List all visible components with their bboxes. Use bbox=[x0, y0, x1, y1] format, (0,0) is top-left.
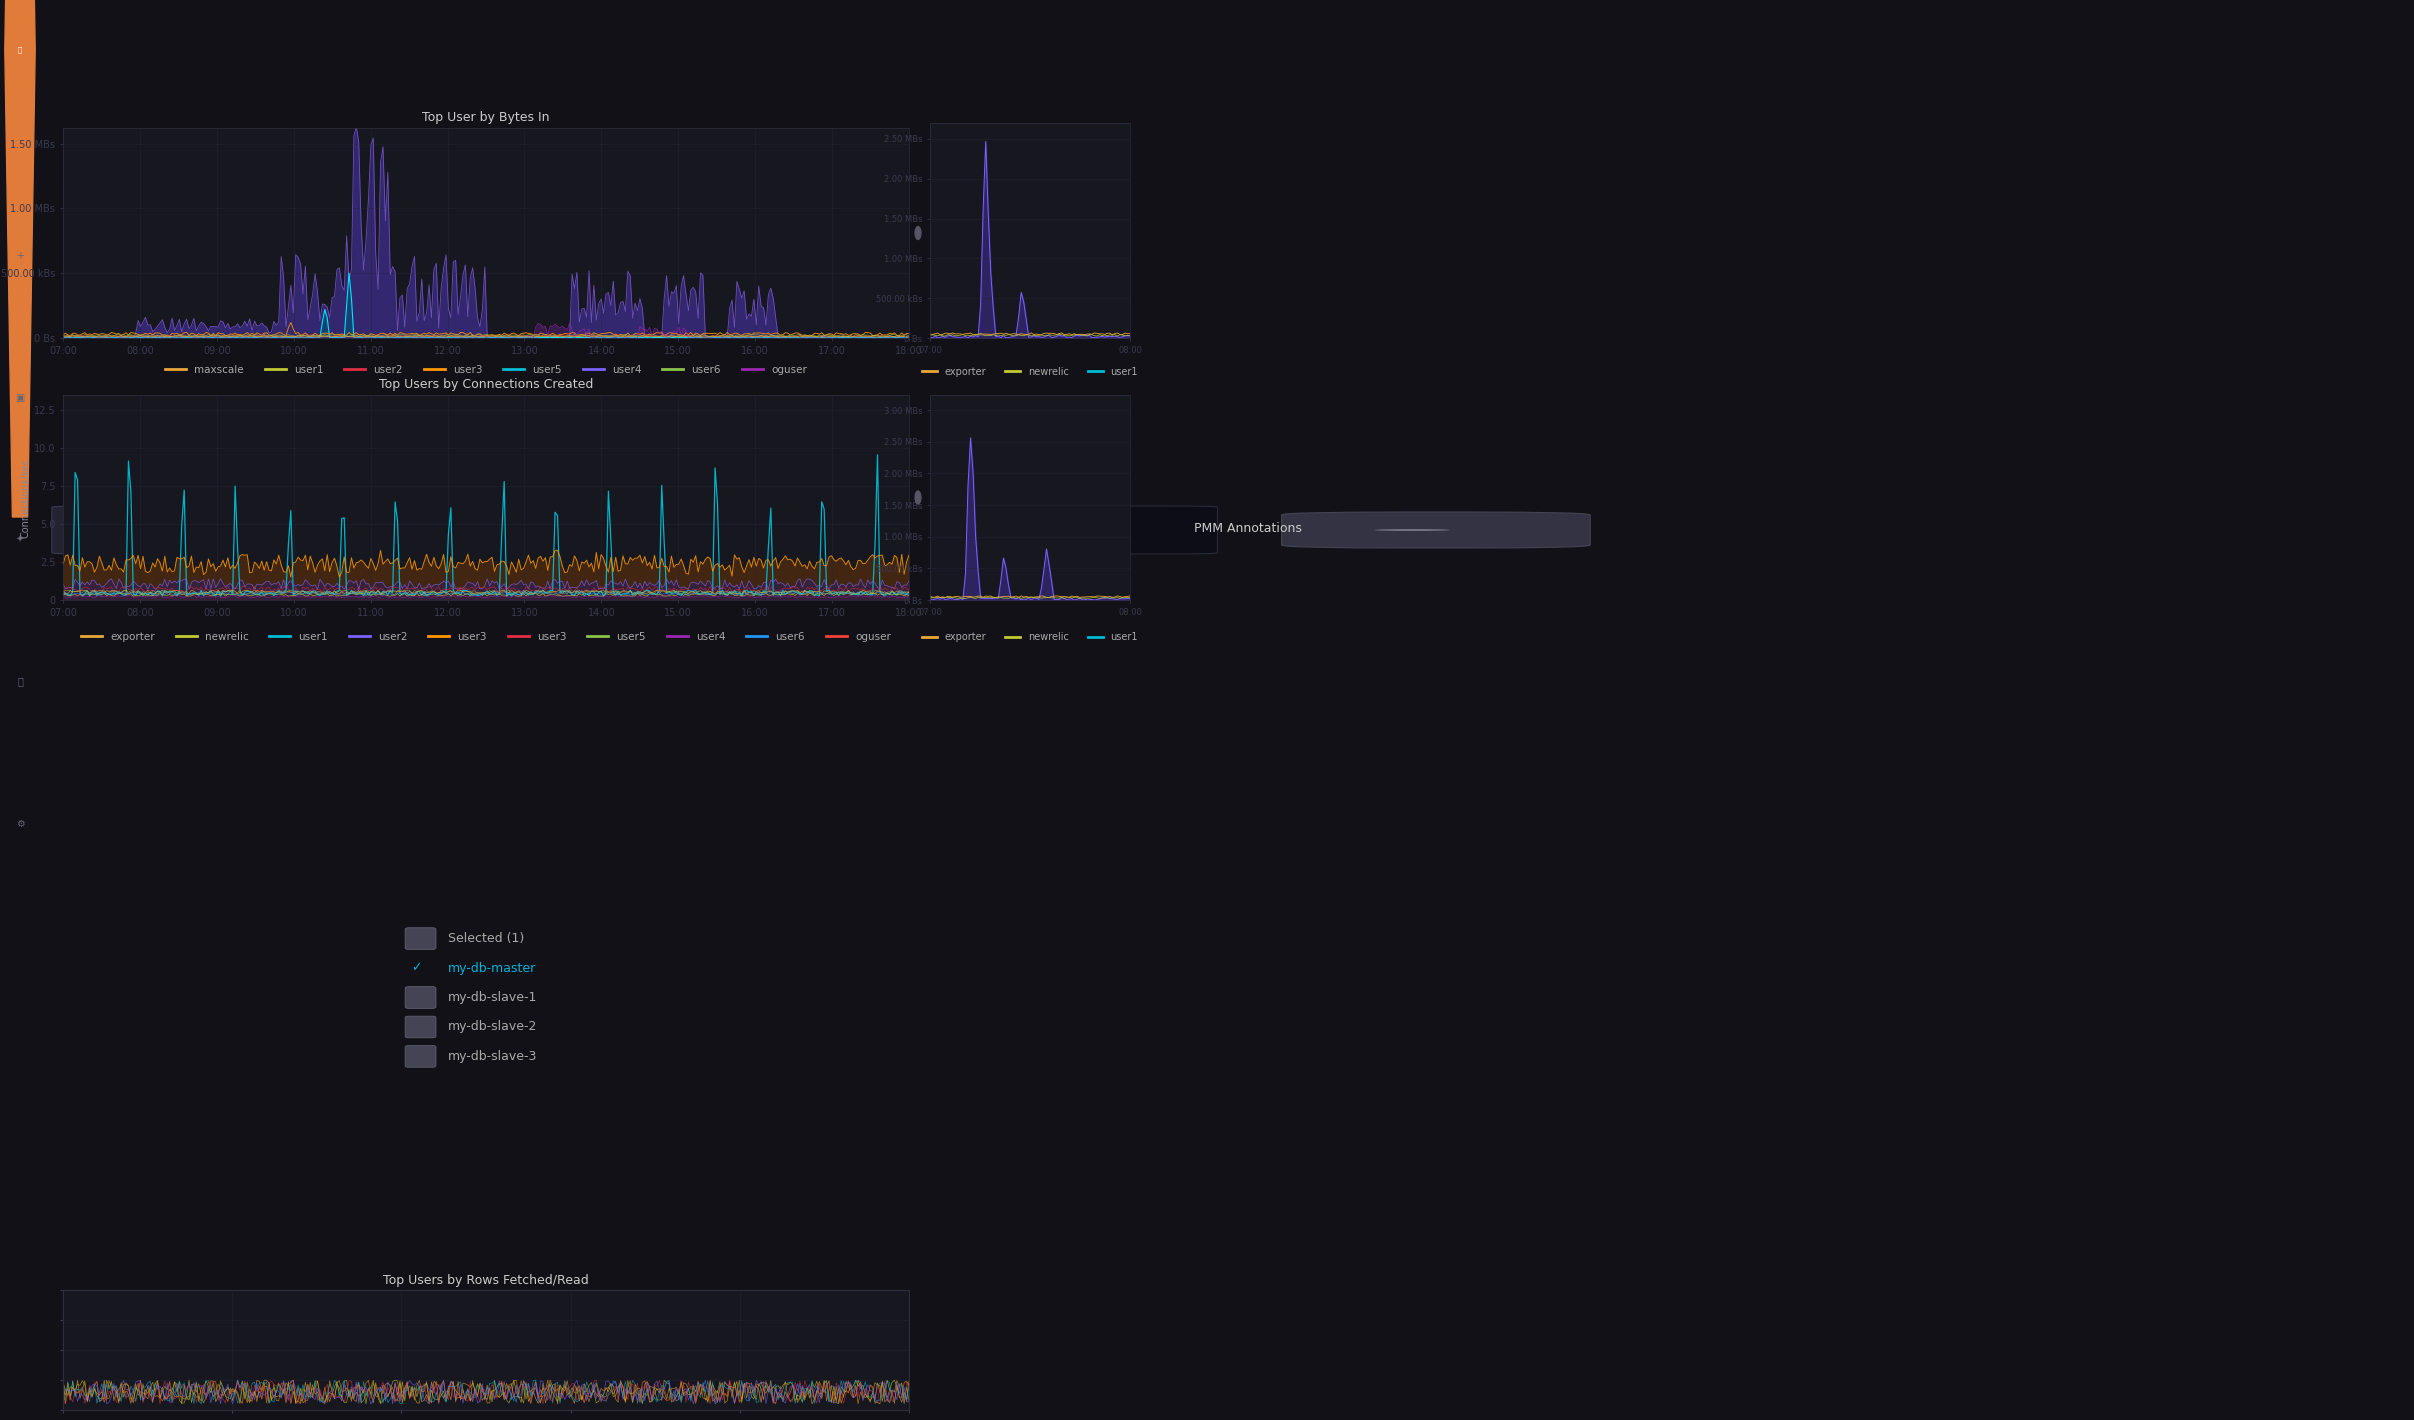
FancyBboxPatch shape bbox=[1282, 513, 1591, 548]
FancyBboxPatch shape bbox=[51, 506, 258, 554]
Text: ▣: ▣ bbox=[14, 392, 24, 403]
Legend: exporter, newrelic, user1, user2, user3, user3, user5, user4, user6, oguser: exporter, newrelic, user1, user2, user3,… bbox=[77, 628, 896, 646]
Title: Top User by Bytes In: Top User by Bytes In bbox=[422, 111, 550, 124]
Text: ✦: ✦ bbox=[17, 534, 24, 545]
Y-axis label: Connections/sec: Connections/sec bbox=[22, 457, 31, 538]
Text: 🔔: 🔔 bbox=[17, 676, 24, 687]
Text: Selected (1): Selected (1) bbox=[449, 932, 524, 946]
Circle shape bbox=[1374, 530, 1451, 531]
Text: Ⓗ: Ⓗ bbox=[17, 47, 22, 53]
Text: ✓: ✓ bbox=[410, 961, 422, 974]
FancyBboxPatch shape bbox=[1055, 506, 1217, 554]
Circle shape bbox=[915, 490, 922, 504]
Text: Show: Show bbox=[1033, 523, 1067, 535]
Title: Top Users by Connections Created: Top Users by Connections Created bbox=[379, 378, 594, 391]
Legend: exporter, newrelic, user1: exporter, newrelic, user1 bbox=[917, 629, 1142, 646]
FancyBboxPatch shape bbox=[338, 506, 744, 554]
Text: my-db-slave-2: my-db-slave-2 bbox=[449, 1021, 538, 1034]
Legend: maxscale, user1, user2, user3, user5, user4, user6, oguser: maxscale, user1, user2, user3, user5, us… bbox=[162, 361, 811, 379]
Text: my-db-slave-3: my-db-slave-3 bbox=[449, 1049, 538, 1064]
Text: my-db-master: my-db-master bbox=[449, 961, 536, 974]
Text: ⚙: ⚙ bbox=[14, 818, 24, 829]
FancyBboxPatch shape bbox=[406, 1017, 437, 1038]
FancyBboxPatch shape bbox=[406, 927, 437, 950]
Circle shape bbox=[915, 226, 922, 240]
Text: 5 ▾: 5 ▾ bbox=[1113, 523, 1130, 535]
Text: auto ▾: auto ▾ bbox=[225, 523, 261, 535]
Title: Top Users by Rows Fetched/Read: Top Users by Rows Fetched/Read bbox=[384, 1274, 589, 1288]
FancyBboxPatch shape bbox=[406, 987, 437, 1008]
Text: Interval: Interval bbox=[111, 523, 159, 535]
Text: +: + bbox=[17, 250, 24, 261]
Text: ⊞  MySQL  ›  MySQL User Statistics  ▾: ⊞ MySQL › MySQL User Statistics ▾ bbox=[68, 466, 379, 484]
FancyBboxPatch shape bbox=[169, 506, 357, 554]
Text: Host: Host bbox=[333, 523, 360, 535]
Text: PMM Annotations: PMM Annotations bbox=[1195, 523, 1301, 535]
FancyBboxPatch shape bbox=[406, 1045, 437, 1068]
Text: my-db-slave-1: my-db-slave-1 bbox=[449, 991, 538, 1004]
Legend: exporter, newrelic, user1: exporter, newrelic, user1 bbox=[917, 362, 1142, 381]
